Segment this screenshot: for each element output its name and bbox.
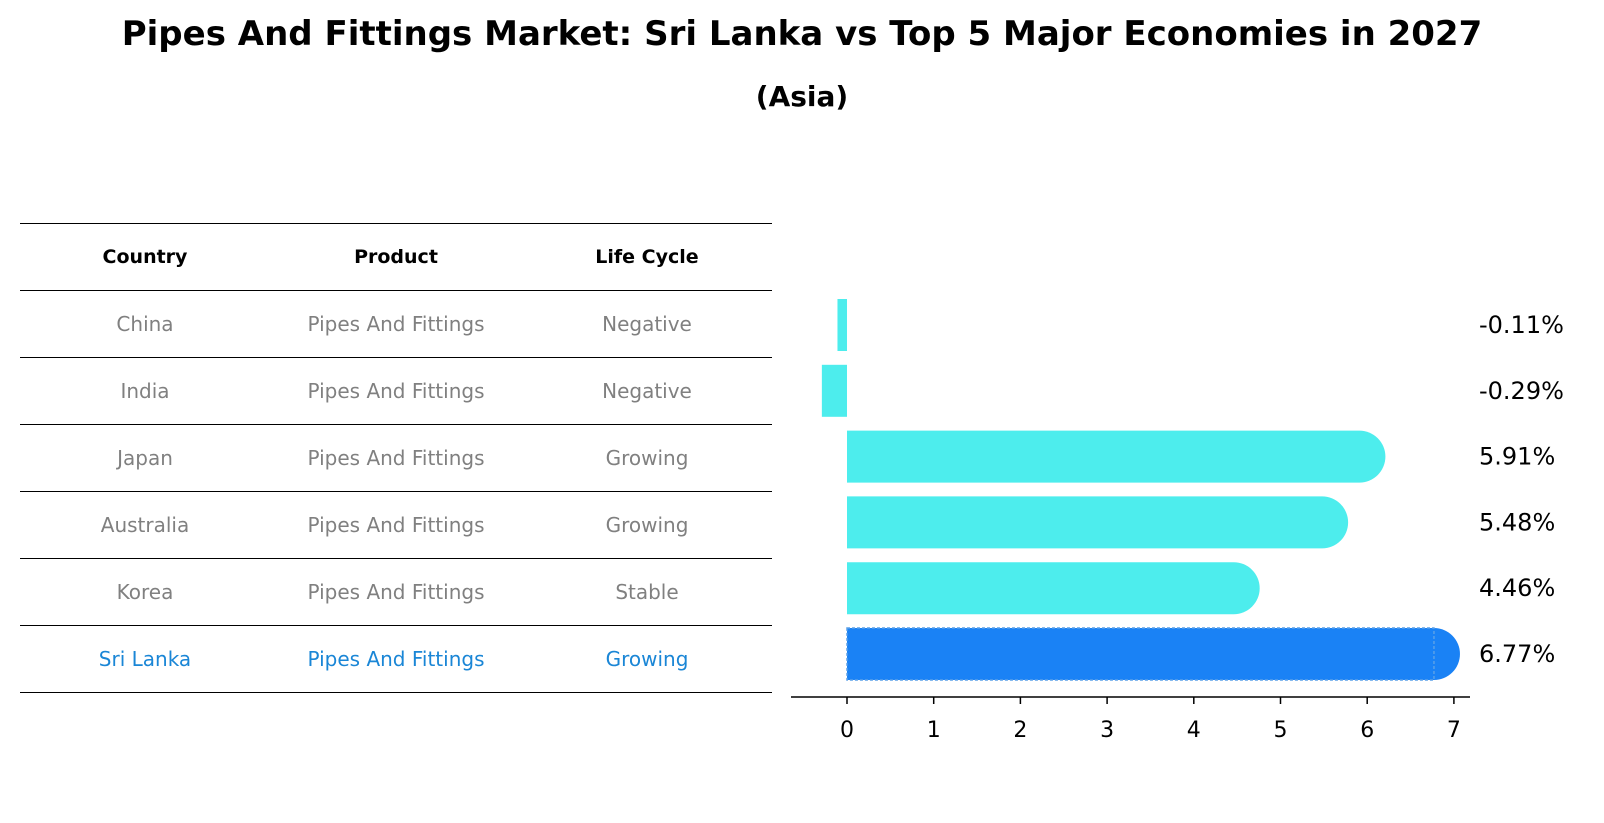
- cell-life-cycle: Stable: [615, 580, 679, 604]
- cell-product: Pipes And Fittings: [307, 312, 485, 336]
- cell-life-cycle: Growing: [605, 446, 689, 470]
- x-tick-label: 1: [927, 718, 941, 743]
- x-tick-label: 0: [840, 718, 854, 743]
- data-label: 5.91%: [1479, 443, 1555, 471]
- cell-country: Australia: [100, 513, 190, 537]
- cell-life-cycle: Negative: [602, 379, 692, 403]
- data-label: 6.77%: [1479, 640, 1555, 668]
- chart-subtitle: (Asia): [755, 80, 849, 113]
- x-tick-label: 5: [1274, 718, 1288, 743]
- cell-life-cycle: Growing: [605, 647, 689, 671]
- x-tick-label: 4: [1187, 718, 1201, 743]
- table-row: Japan Pipes And Fittings Growing: [20, 424, 772, 491]
- header-product: Product: [354, 246, 438, 268]
- cell-product: Pipes And Fittings: [307, 580, 485, 604]
- data-label: 4.46%: [1479, 574, 1555, 602]
- table-row: Australia Pipes And Fittings Growing: [20, 491, 772, 558]
- table-row: China Pipes And Fittings Negative: [20, 290, 772, 357]
- chart-title: Pipes And Fittings Market: Sri Lanka vs …: [121, 14, 1483, 54]
- cell-product: Pipes And Fittings: [307, 379, 485, 403]
- bar: [837, 299, 847, 351]
- cell-country: Korea: [116, 580, 174, 604]
- bar: [847, 430, 1386, 483]
- cell-country: India: [120, 379, 170, 403]
- data-label: -0.29%: [1479, 377, 1564, 405]
- table-row: India Pipes And Fittings Negative: [20, 357, 772, 424]
- cell-life-cycle: Negative: [602, 312, 692, 336]
- header-country: Country: [102, 246, 188, 268]
- cell-life-cycle: Growing: [605, 513, 689, 537]
- data-label: 5.48%: [1479, 508, 1555, 536]
- table-row: Korea Pipes And Fittings Stable: [20, 558, 772, 625]
- cell-product: Pipes And Fittings: [307, 446, 485, 470]
- cell-product: Pipes And Fittings: [307, 647, 485, 671]
- header-life-cycle: Life Cycle: [595, 246, 699, 268]
- cell-country: China: [116, 312, 174, 336]
- table-header-row: Country Product Life Cycle: [20, 223, 772, 290]
- bar: [821, 364, 847, 417]
- cell-country: Sri Lanka: [98, 647, 192, 671]
- bar: [847, 562, 1260, 615]
- x-tick-label: 7: [1447, 718, 1461, 743]
- comparison-table: Country Product Life Cycle China Pipes A…: [20, 223, 772, 693]
- x-tick-label: 2: [1013, 718, 1027, 743]
- bar-highlight-outline: [846, 627, 1435, 681]
- bar-highlight: [847, 628, 1460, 680]
- data-label: -0.11%: [1479, 311, 1564, 339]
- bar: [847, 496, 1349, 549]
- x-tick-label: 3: [1100, 718, 1114, 743]
- cell-product: Pipes And Fittings: [307, 513, 485, 537]
- table-row-highlight: Sri Lanka Pipes And Fittings Growing: [20, 625, 772, 693]
- x-tick-label: 6: [1360, 718, 1374, 743]
- cell-country: Japan: [117, 446, 173, 470]
